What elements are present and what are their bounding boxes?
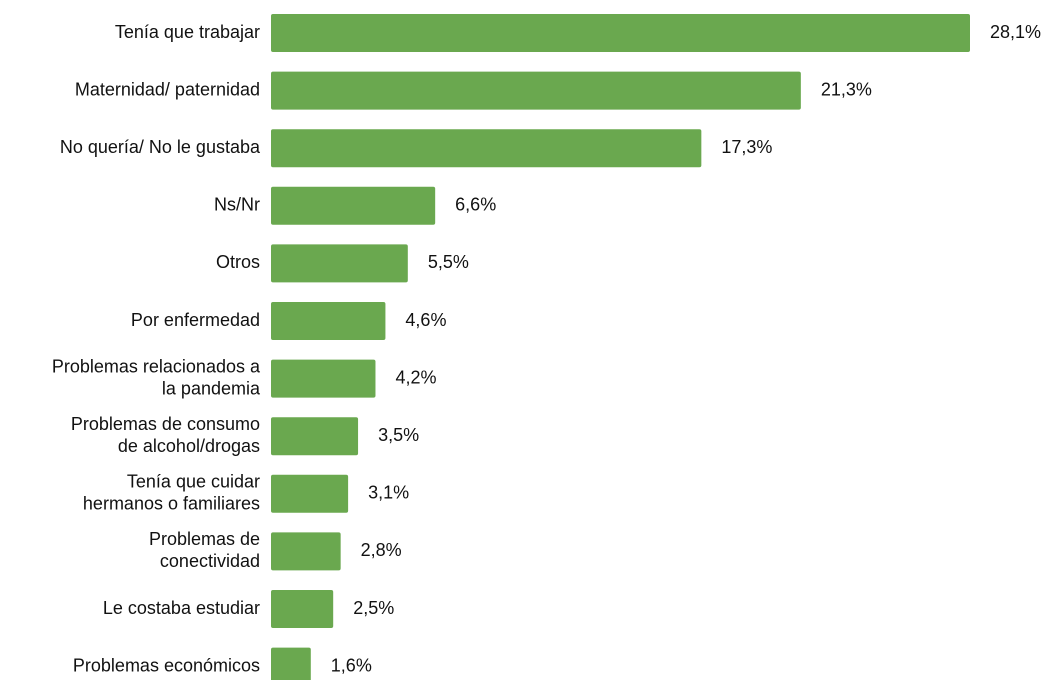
bar — [271, 71, 801, 110]
category-label: Ns/Nr — [214, 195, 260, 215]
value-label: 4,2% — [395, 367, 436, 387]
bar — [271, 14, 970, 52]
value-label: 21,3% — [821, 79, 872, 99]
value-label: 28,1% — [990, 22, 1041, 42]
value-label: 4,6% — [405, 310, 446, 330]
bar — [271, 474, 349, 513]
bar — [271, 647, 311, 680]
category-label: Otros — [216, 252, 260, 272]
category-label: Problemas económicos — [73, 655, 260, 675]
value-label: 6,6% — [455, 195, 496, 215]
category-label: hermanos o familiares — [83, 494, 260, 514]
category-label: de alcohol/drogas — [118, 436, 260, 456]
category-label: conectividad — [160, 551, 260, 571]
bar — [271, 417, 359, 456]
value-label: 5,5% — [428, 252, 469, 272]
category-label: Problemas de — [149, 529, 260, 549]
value-label: 17,3% — [721, 137, 772, 157]
category-label: Tenía que trabajar — [115, 22, 260, 42]
category-label: Le costaba estudiar — [103, 598, 260, 618]
bar — [271, 186, 436, 225]
value-label: 3,1% — [368, 483, 409, 503]
category-label: No quería/ No le gustaba — [60, 137, 261, 157]
category-label: Por enfermedad — [131, 310, 260, 330]
category-label: la pandemia — [162, 378, 261, 398]
category-label: Problemas de consumo — [71, 414, 260, 434]
bar — [271, 590, 334, 628]
bar — [271, 359, 376, 398]
bar — [271, 532, 341, 571]
category-label: Maternidad/ paternidad — [75, 79, 260, 99]
value-label: 2,5% — [353, 598, 394, 618]
category-label: Tenía que cuidar — [127, 472, 260, 492]
bar — [271, 302, 386, 340]
category-label: Problemas relacionados a — [52, 356, 261, 376]
bar — [271, 244, 408, 283]
bar — [271, 129, 702, 168]
value-label: 1,6% — [331, 655, 372, 675]
value-label: 3,5% — [378, 425, 419, 445]
value-label: 2,8% — [361, 540, 402, 560]
